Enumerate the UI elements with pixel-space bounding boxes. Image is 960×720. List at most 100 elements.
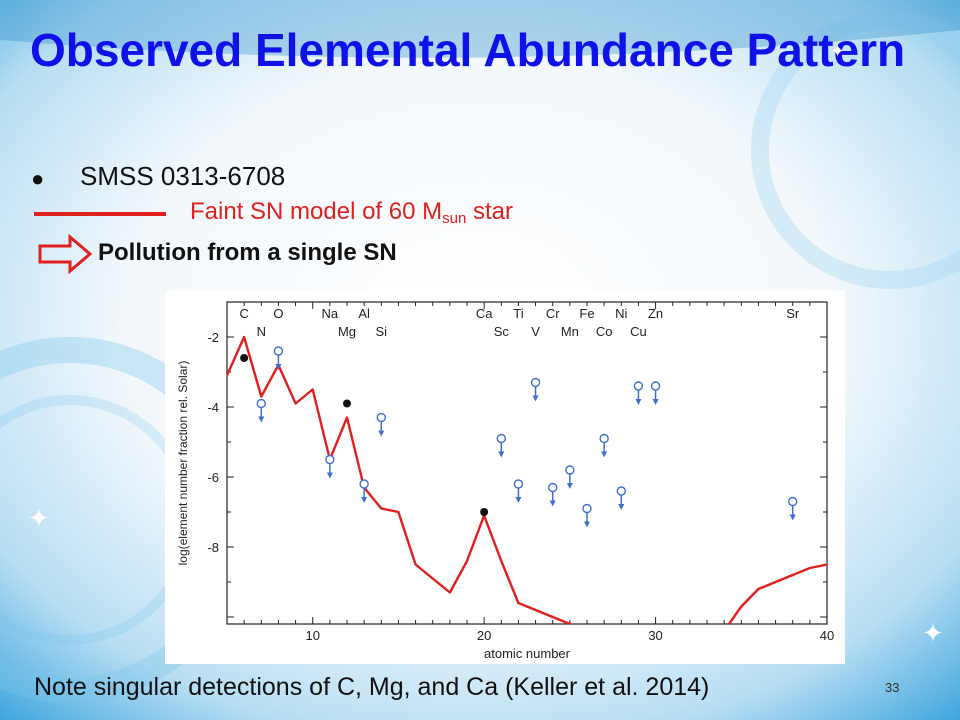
- upper-limit-marker: [359, 479, 369, 503]
- x-tick-label: 10: [305, 628, 319, 643]
- x-tick-label: 30: [648, 628, 662, 643]
- element-label-top: Sr: [786, 306, 800, 321]
- upper-limit-arrowhead: [584, 521, 590, 528]
- plot-frame: [226, 301, 828, 625]
- element-label-top: Cr: [546, 306, 560, 321]
- upper-limit-circle: [650, 381, 661, 391]
- chart-upper-limits: [256, 346, 798, 528]
- upper-limit-circle: [256, 398, 266, 409]
- chart-element-labels: C O Na Al Ca Ti Cr Fe Ni Zn Sr N Mg Si Sc V Mn Co Cu: [239, 306, 799, 339]
- upper-limit-arrowhead: [566, 483, 573, 489]
- upper-limit-circle: [359, 479, 369, 489]
- upper-limit-marker: [616, 486, 626, 510]
- y-tick-label: -2: [207, 330, 219, 345]
- element-label-bottom: Mn: [561, 324, 579, 339]
- upper-limit-marker: [513, 479, 524, 503]
- upper-limit-circle: [376, 412, 386, 423]
- element-label-bottom: Co: [596, 324, 613, 339]
- element-label-bottom: Si: [376, 324, 388, 339]
- upper-limit-circle: [616, 486, 626, 496]
- model-legend-label: Faint SN model of 60 Msun star: [190, 198, 513, 227]
- element-label-bottom: Cu: [630, 324, 647, 339]
- upper-limit-marker: [496, 433, 506, 458]
- x-tick-label: 20: [477, 628, 491, 643]
- upper-limit-marker: [548, 482, 558, 507]
- upper-limit-marker: [530, 377, 541, 402]
- upper-limit-circle: [582, 503, 592, 514]
- chart-axes: 10 20 30 40 -2 -4 -6 -8 atomic number log(element…: [176, 301, 834, 661]
- upper-limit-circle: [633, 381, 644, 391]
- chart-detections: [240, 354, 489, 516]
- upper-limit-circle: [325, 454, 335, 465]
- upper-limit-marker: [633, 381, 644, 405]
- y-tick-label: -4: [207, 400, 219, 415]
- upper-limit-circle: [513, 479, 524, 489]
- upper-limit-arrowhead: [515, 497, 522, 503]
- element-label-top: Ca: [476, 306, 493, 321]
- citation-note: Note singular detections of C, Mg, and C…: [34, 673, 710, 701]
- model-legend-line: [34, 212, 166, 216]
- element-label-top: C: [239, 306, 248, 321]
- right-arrow-icon: [38, 234, 93, 274]
- sparkle-icon: ✦: [830, 41, 846, 61]
- upper-limit-circle: [599, 433, 609, 444]
- bullet-star-name: SMSS 0313-6708: [80, 161, 286, 191]
- element-label-top: Na: [322, 306, 339, 321]
- chart-model-line: [227, 335, 827, 624]
- y-tick-label: -6: [207, 470, 219, 485]
- page-number: 33: [885, 680, 900, 695]
- model-label-suffix: star: [466, 198, 513, 225]
- element-label-bottom: Mg: [338, 324, 356, 339]
- element-label-top: Al: [358, 306, 370, 321]
- upper-limit-arrowhead: [618, 504, 625, 510]
- upper-limit-arrowhead: [532, 395, 539, 402]
- pollution-label: Pollution from a single SN: [98, 239, 397, 266]
- element-label-top: Ti: [513, 306, 523, 321]
- upper-limit-arrowhead: [635, 399, 642, 405]
- detection-point: [480, 508, 489, 516]
- upper-limit-marker: [599, 433, 609, 458]
- y-axis-label: log(element number fraction rel. Solar): [176, 361, 190, 566]
- abundance-chart: 10 20 30 40 -2 -4 -6 -8 atomic number log(element…: [165, 290, 845, 664]
- upper-limit-arrowhead: [549, 500, 556, 507]
- upper-limit-arrowhead: [361, 497, 368, 503]
- element-label-top: Zn: [648, 306, 663, 321]
- sparkle-icon: ✦: [28, 503, 50, 533]
- element-label-top: Fe: [579, 306, 594, 321]
- upper-limit-marker: [256, 398, 266, 423]
- element-label-top: O: [273, 306, 283, 321]
- upper-limit-marker: [582, 503, 592, 528]
- detection-point: [343, 399, 351, 408]
- x-tick-label: 40: [820, 628, 834, 643]
- element-label-bottom: Sc: [494, 324, 510, 339]
- abundance-chart-svg: 10 20 30 40 -2 -4 -6 -8 atomic number log(element…: [176, 301, 834, 661]
- upper-limit-circle: [496, 433, 506, 444]
- element-label-bottom: N: [257, 324, 266, 339]
- model-label-subscript: sun: [442, 210, 467, 227]
- upper-limit-marker: [788, 496, 798, 521]
- element-label-top: Ni: [615, 306, 627, 321]
- upper-limit-marker: [650, 381, 661, 405]
- y-tick-label: -8: [207, 540, 219, 555]
- upper-limit-marker: [565, 465, 575, 489]
- model-label-text: Faint SN model of 60 M: [190, 198, 443, 225]
- x-axis-label: atomic number: [484, 646, 571, 661]
- upper-limit-circle: [565, 465, 575, 475]
- upper-limit-marker: [325, 454, 335, 479]
- upper-limit-arrowhead: [601, 451, 608, 458]
- upper-limit-arrowhead: [326, 472, 333, 479]
- upper-limit-marker: [273, 346, 284, 370]
- upper-limit-circle: [548, 482, 558, 493]
- upper-limit-circle: [273, 346, 284, 356]
- model-line: [227, 335, 827, 624]
- upper-limit-arrowhead: [789, 514, 796, 521]
- upper-limit-arrowhead: [498, 451, 505, 458]
- sparkle-icon: ✦: [922, 618, 944, 648]
- detection-point: [240, 354, 249, 362]
- upper-limit-arrowhead: [652, 399, 659, 405]
- upper-limit-marker: [376, 412, 386, 437]
- upper-limit-arrowhead: [275, 364, 282, 370]
- upper-limit-arrowhead: [378, 430, 385, 437]
- upper-limit-arrowhead: [258, 416, 265, 423]
- element-label-bottom: V: [531, 324, 540, 339]
